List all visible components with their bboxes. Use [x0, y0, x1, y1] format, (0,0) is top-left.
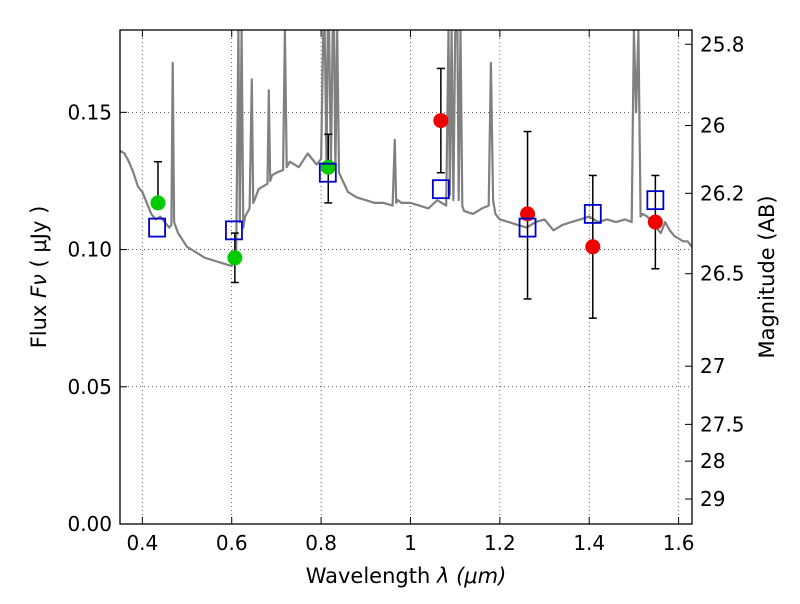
model-point	[646, 190, 665, 211]
plot-frame	[119, 29, 693, 525]
y-tick-label: 0.10	[67, 238, 112, 262]
grid	[120, 30, 692, 525]
y2-tick-label: 27.5	[700, 412, 745, 436]
model-point	[225, 220, 243, 241]
data-markers	[148, 113, 665, 266]
spectrum-line	[120, 30, 692, 268]
y-axis-label: Flux Fν ( μJy )	[27, 206, 51, 349]
data-point	[520, 206, 536, 222]
model-point	[518, 217, 537, 238]
x-tick-label: 0.6	[216, 531, 248, 555]
y-tick-label: 0.05	[67, 375, 112, 399]
y-tick-label: 0.15	[67, 100, 112, 124]
error-bars	[153, 67, 660, 319]
y2-tick-label: 29	[700, 487, 725, 511]
x-tick-label: 1.4	[573, 531, 605, 555]
data-point	[150, 195, 166, 211]
y2-tick-label: 26	[700, 114, 725, 138]
x-tick-label: 0.4	[126, 531, 158, 555]
y2-tick-label: 25.8	[700, 32, 745, 56]
model-point	[318, 162, 337, 183]
x-tick-label: 0.8	[305, 531, 337, 555]
model-point	[148, 217, 166, 238]
x-tick-label: 1	[404, 531, 417, 555]
data-point	[585, 239, 601, 255]
data-point	[320, 159, 336, 175]
x-tick-label: 1.6	[663, 531, 695, 555]
axis-ticks: 0.4 0.6 0.8 1 1.2 1.4 1.6 0.00 0.05 0.10 0.15 25.8 2…	[67, 30, 745, 555]
model-point	[583, 203, 602, 224]
x-tick-label: 1.2	[484, 531, 516, 555]
y2-tick-label: 28	[700, 449, 725, 473]
data-point	[647, 214, 663, 230]
x-axis-label: Wavelength λ (μm)	[306, 564, 507, 588]
data-point	[433, 113, 449, 129]
y2-axis-label: Magnitude (AB)	[755, 195, 779, 358]
y-tick-label: 0.00	[67, 512, 112, 536]
model-spectrum	[120, 30, 692, 268]
y2-tick-label: 26.2	[700, 181, 745, 205]
model-point	[431, 179, 450, 200]
data-point	[227, 250, 243, 266]
y2-tick-label: 27	[700, 354, 725, 378]
y2-tick-label: 26.5	[700, 262, 745, 286]
